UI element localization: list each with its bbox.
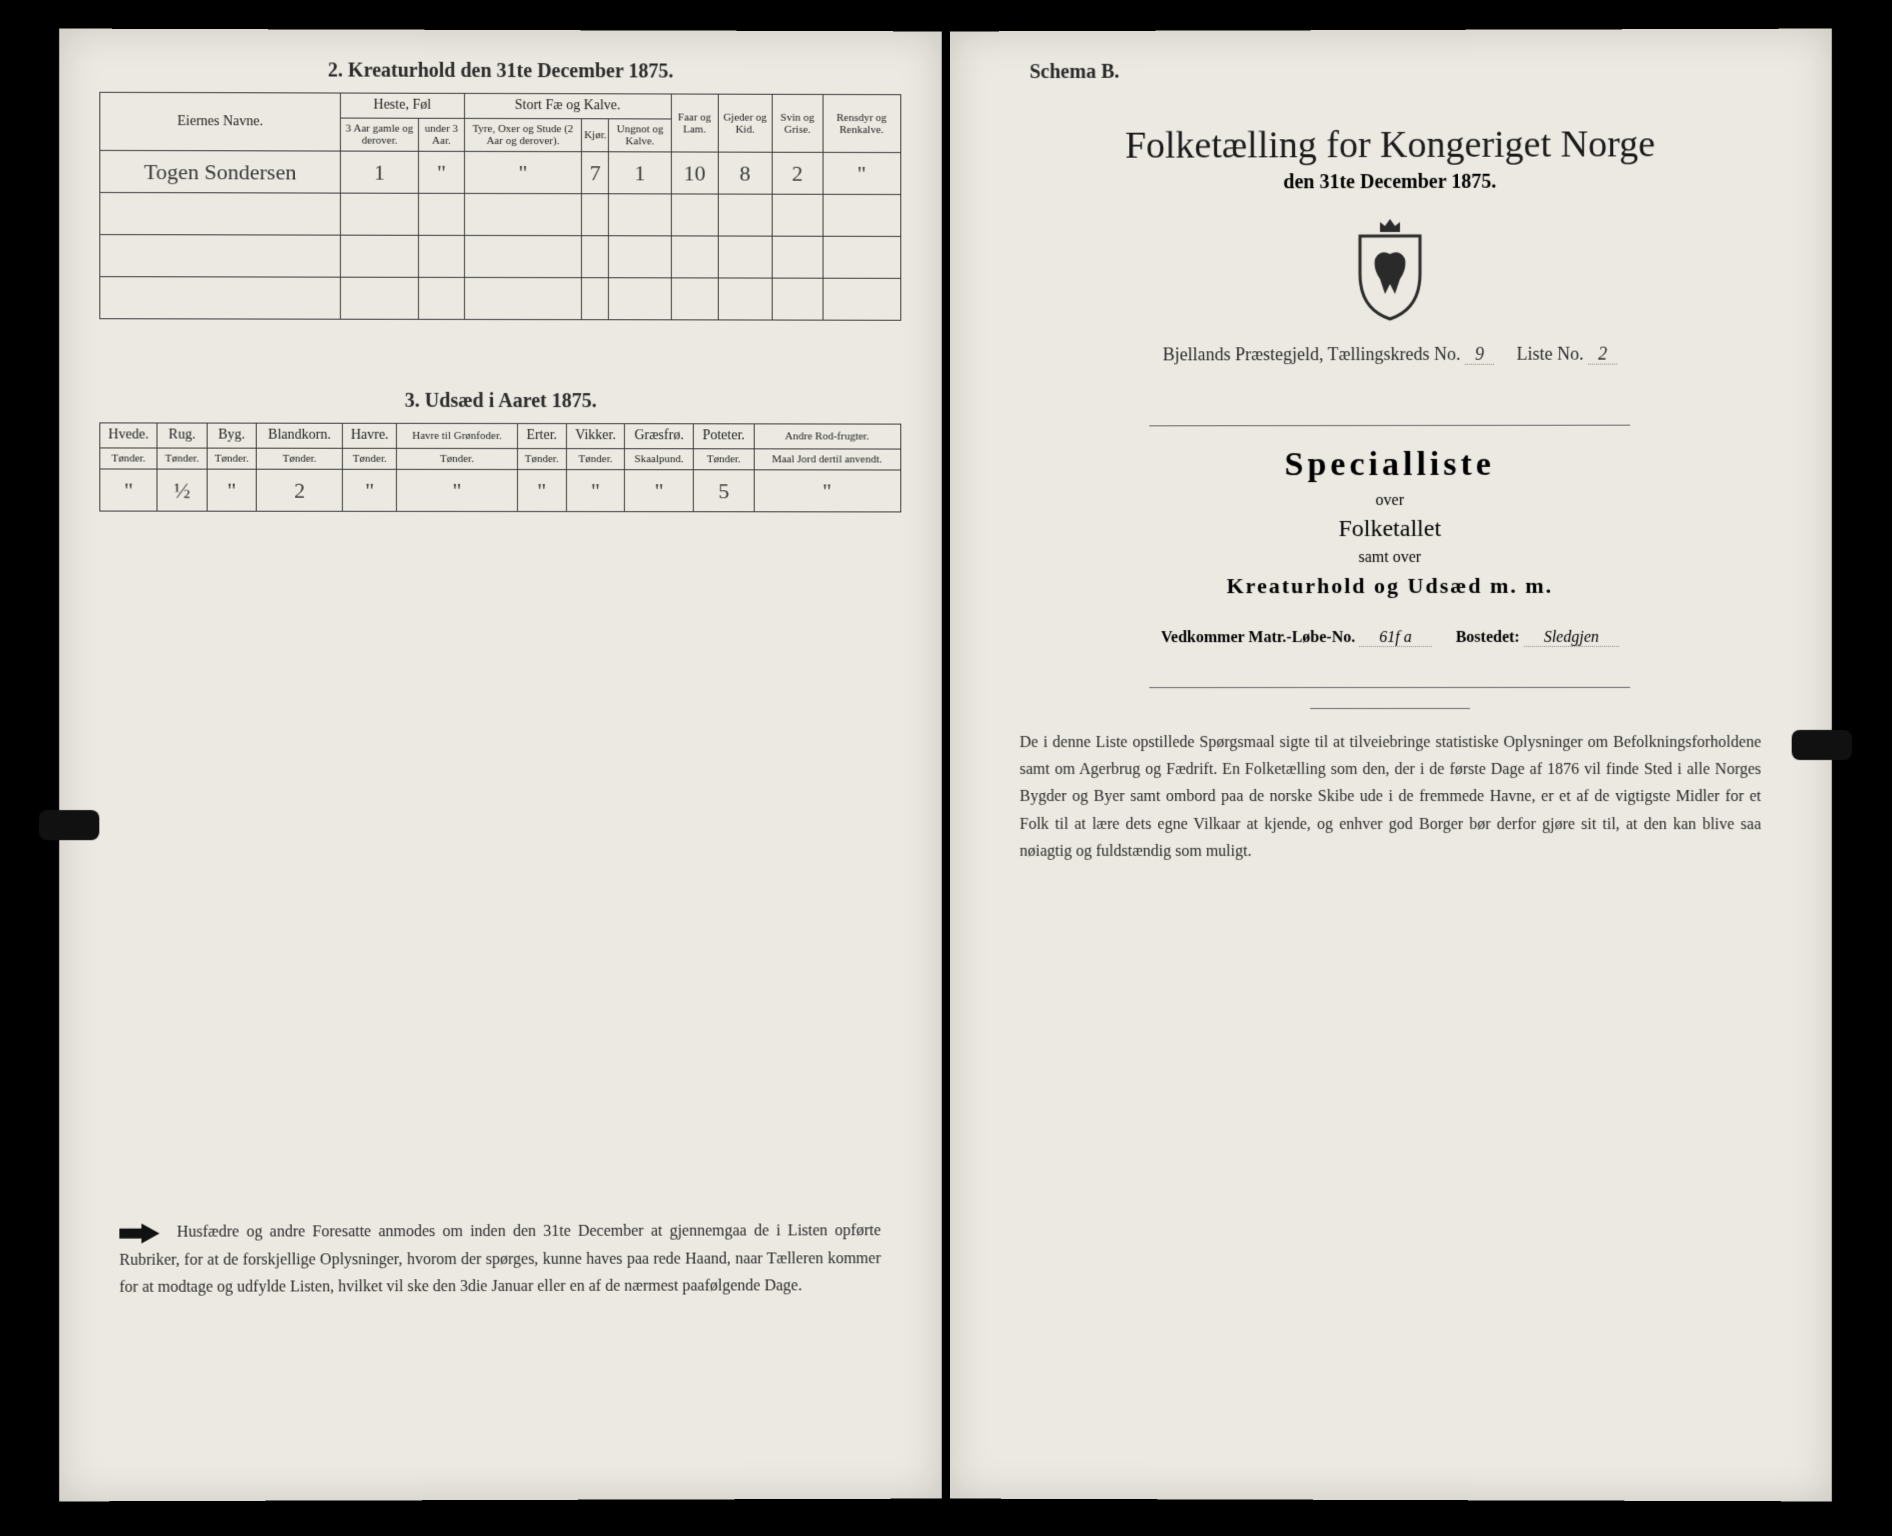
matr-label2: Bostedet: (1455, 629, 1519, 646)
unit: Tønder. (397, 449, 517, 470)
over1: over (989, 492, 1790, 511)
matr-no: 61f a (1359, 629, 1431, 647)
owner-name: Togen Sondersen (100, 151, 341, 194)
matr-line: Vedkommer Matr.-Løbe-No. 61f a Bostedet:… (989, 629, 1790, 647)
empty-row (100, 235, 900, 279)
cell: " (625, 470, 694, 512)
divider-short (1309, 708, 1469, 709)
cell: ½ (157, 469, 207, 511)
cell: 5 (694, 470, 754, 512)
footer-note: Husfædre og andre Foresatte anmodes om i… (119, 1218, 880, 1301)
col-heste: Heste, Føl (340, 93, 464, 118)
binder-clip-right (1791, 730, 1851, 760)
col-svin: Svin og Grise. (772, 94, 823, 152)
col-poteter: Poteter. (694, 424, 754, 449)
specialliste: Specialliste (989, 445, 1790, 484)
cell: " (397, 470, 517, 512)
cell: " (464, 152, 581, 194)
col-graes: Græsfrø. (625, 424, 694, 449)
unit: Tønder. (566, 449, 624, 470)
col-andre: Andre Rod-frugter. (754, 424, 901, 449)
cell: 1 (609, 152, 671, 194)
cell: 8 (718, 152, 772, 194)
cell: " (517, 470, 566, 512)
livestock-table: Eiernes Navne. Heste, Føl Stort Fæ og Ka… (99, 92, 900, 321)
col-gjeder: Gjeder og Kid. (718, 94, 772, 152)
cell: " (419, 151, 465, 193)
cell: " (566, 470, 624, 512)
left-page: 2. Kreaturhold den 31te December 1875. E… (59, 29, 941, 1502)
cell: 2 (256, 469, 342, 511)
col-bland: Blandkorn. (256, 423, 342, 448)
cell: 7 (582, 152, 609, 194)
unit: Skaalpund. (625, 449, 694, 470)
col-vikker: Vikker. (566, 424, 624, 449)
right-page: Schema B. Folketælling for Kongeriget No… (949, 29, 1830, 1502)
parish-line: Bjellands Præstegjeld, Tællingskreds No.… (989, 343, 1790, 365)
folketallet: Folketallet (989, 516, 1790, 544)
col-name: Eiernes Navne. (100, 92, 341, 151)
col-rensdyr: Rensdyr og Renkalve. (823, 94, 900, 152)
col-s3: Ungnot og Kalve. (609, 119, 671, 152)
col-rug: Rug. (157, 423, 207, 448)
livestock-row: Togen Sondersen 1 " " 7 1 10 8 2 " (100, 151, 900, 195)
col-erter: Erter. (517, 424, 566, 449)
col-hvede: Hvede. (100, 423, 157, 448)
unit: Tønder. (694, 449, 754, 470)
col-h2: under 3 Aar. (419, 118, 465, 151)
footer-text: Husfædre og andre Foresatte anmodes om i… (119, 1223, 880, 1296)
col-faar: Faar og Lam. (671, 94, 718, 152)
pointing-hand-icon (119, 1223, 159, 1243)
section2-title: 2. Kreaturhold den 31te December 1875. (99, 59, 900, 84)
col-havre: Havre. (343, 423, 397, 448)
col-h1: 3 Aar gamle og derover. (340, 118, 418, 151)
divider (1149, 687, 1630, 688)
cell: 10 (671, 152, 718, 194)
main-title: Folketælling for Kongeriget Norge (989, 122, 1790, 168)
unit: Maal Jord dertil anvendt. (754, 449, 901, 470)
parish-label2: Liste No. (1516, 344, 1583, 364)
col-byg: Byg. (207, 423, 257, 448)
unit: Tønder. (256, 448, 342, 469)
section3-title: 3. Udsæd i Aaret 1875. (99, 390, 900, 414)
empty-row (100, 277, 900, 321)
col-s1: Tyre, Oxer og Stude (2 Aar og derover). (464, 118, 581, 152)
cell: " (343, 470, 397, 512)
coat-of-arms-icon (1344, 214, 1434, 324)
unit: Tønder. (100, 448, 157, 469)
col-havregron: Havre til Grønfoder. (397, 424, 517, 449)
cell: " (207, 469, 257, 511)
cell: " (754, 470, 901, 512)
empty-row (100, 193, 900, 237)
seed-row: " ½ " 2 " " " " " 5 " (100, 469, 900, 512)
cell: " (823, 153, 900, 195)
binder-clip-left (39, 810, 99, 840)
body-text: De i denne Liste opstillede Spørgsmaal s… (1019, 729, 1760, 865)
bosted: Sledgjen (1523, 629, 1618, 647)
divider (1149, 425, 1630, 427)
col-s2: Kjør. (582, 119, 609, 152)
schema-label: Schema B. (1029, 59, 1791, 84)
matr-label1: Vedkommer Matr.-Løbe-No. (1160, 629, 1354, 646)
col-stort: Stort Fæ og Kalve. (464, 93, 671, 119)
kreds-no: 9 (1465, 344, 1494, 365)
unit: Tønder. (157, 448, 207, 469)
cell: " (100, 469, 157, 511)
cell: 2 (772, 152, 823, 194)
unit: Tønder. (517, 449, 566, 470)
cell: 1 (340, 151, 418, 193)
samt: samt over (989, 549, 1790, 568)
seed-table: Hvede. Rug. Byg. Blandkorn. Havre. Havre… (99, 423, 900, 513)
unit: Tønder. (343, 448, 397, 469)
parish-label1: Bjellands Præstegjeld, Tællingskreds No. (1162, 344, 1460, 365)
kreatur: Kreaturhold og Udsæd m. m. (989, 573, 1790, 600)
liste-no: 2 (1588, 344, 1617, 365)
unit: Tønder. (207, 448, 257, 469)
sub-date: den 31te December 1875. (989, 170, 1790, 195)
